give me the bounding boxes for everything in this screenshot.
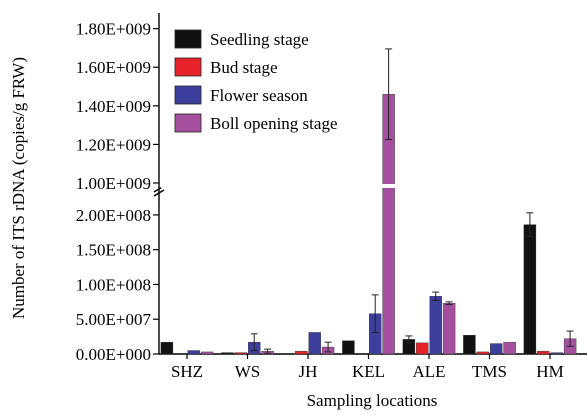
- bar: [429, 296, 442, 355]
- axis-break-gap: [161, 184, 587, 188]
- axes: 0.00E+000 5.00E+007 1.00E+008 1.50E+008 2.00…: [76, 13, 587, 381]
- bar: [442, 303, 456, 355]
- bar: [416, 342, 429, 355]
- bar: [234, 352, 248, 355]
- x-tick-label: KEL: [352, 362, 385, 381]
- y-tick-label: 1.50E+008: [76, 241, 151, 260]
- legend-label: Boll opening stage: [210, 114, 337, 133]
- axis-break-mark-bottom: [153, 189, 165, 197]
- y-tick-label: 1.20E+009: [76, 135, 151, 154]
- y-tick-label: 1.60E+009: [76, 58, 151, 77]
- bar: [308, 332, 321, 355]
- legend-swatch: [174, 29, 202, 49]
- bar: [187, 350, 200, 355]
- bar: [476, 351, 489, 355]
- bar: [463, 335, 476, 355]
- bar: [523, 224, 537, 355]
- legend-swatch: [174, 57, 202, 77]
- y-tick-label: 1.00E+008: [76, 275, 151, 294]
- x-tick-label: SHZ: [171, 362, 203, 381]
- y-tick-label: 1.00E+009: [76, 174, 151, 193]
- legend-swatch: [174, 113, 202, 133]
- y-tick-label: 1.40E+009: [76, 97, 151, 116]
- legend-swatch: [174, 85, 202, 105]
- y-axis-label: Number of ITS rDNA (copies/g FRW): [9, 57, 28, 319]
- bar: [490, 343, 503, 355]
- bars: [160, 48, 587, 355]
- legend-label: Bud stage: [210, 58, 278, 77]
- x-tick-label: JH: [299, 362, 318, 381]
- legend: Seedling stage Bud stage Flower season Boll…: [174, 29, 337, 133]
- x-axis-label: Sampling locations: [307, 391, 438, 410]
- y-tick-label: 5.00E+007: [76, 310, 152, 329]
- bar: [200, 351, 214, 355]
- bar: [537, 351, 550, 355]
- legend-label: Seedling stage: [210, 30, 309, 49]
- x-tick-label: HM: [536, 362, 563, 381]
- bar: [503, 341, 516, 355]
- y-tick-label: 2.00E+008: [76, 206, 151, 225]
- bar: [550, 352, 563, 355]
- x-tick-label: ALE: [412, 362, 445, 381]
- x-tick-label: TMS: [472, 362, 507, 381]
- bar: [295, 351, 308, 355]
- bar: [221, 352, 234, 355]
- x-tick-label: WS: [235, 362, 261, 381]
- legend-label: Flower season: [210, 86, 308, 105]
- bar: [342, 340, 355, 355]
- y-tick-label: 0.00E+000: [76, 345, 151, 364]
- y-tick-label: 1.80E+009: [76, 20, 151, 39]
- bar: [160, 341, 174, 355]
